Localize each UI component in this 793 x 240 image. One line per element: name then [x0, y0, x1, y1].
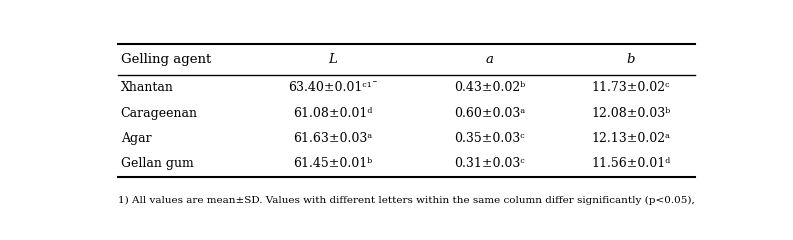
Text: 61.45±0.01ᵇ: 61.45±0.01ᵇ — [293, 157, 372, 170]
Text: L: L — [328, 53, 337, 66]
Text: b: b — [626, 53, 635, 66]
Text: 63.40±0.01ᶜ¹ˉ: 63.40±0.01ᶜ¹ˉ — [288, 81, 377, 94]
Text: 0.60±0.03ᵃ: 0.60±0.03ᵃ — [454, 107, 525, 120]
Text: Gelling agent: Gelling agent — [121, 53, 211, 66]
Text: 61.63±0.03ᵃ: 61.63±0.03ᵃ — [293, 132, 372, 145]
Text: 12.13±0.02ᵃ: 12.13±0.02ᵃ — [592, 132, 670, 145]
Text: 0.35±0.03ᶜ: 0.35±0.03ᶜ — [454, 132, 525, 145]
Text: 12.08±0.03ᵇ: 12.08±0.03ᵇ — [591, 107, 670, 120]
Text: Carageenan: Carageenan — [121, 107, 197, 120]
Text: 61.08±0.01ᵈ: 61.08±0.01ᵈ — [293, 107, 373, 120]
Text: 11.56±0.01ᵈ: 11.56±0.01ᵈ — [591, 157, 670, 170]
Text: 1) All values are mean±SD. Values with different letters within the same column : 1) All values are mean±SD. Values with d… — [117, 196, 695, 205]
Text: 0.43±0.02ᵇ: 0.43±0.02ᵇ — [454, 81, 525, 94]
Text: a: a — [485, 53, 493, 66]
Text: Agar: Agar — [121, 132, 151, 145]
Text: Gellan gum: Gellan gum — [121, 157, 193, 170]
Text: Xhantan: Xhantan — [121, 81, 174, 94]
Text: 11.73±0.02ᶜ: 11.73±0.02ᶜ — [592, 81, 670, 94]
Text: 0.31±0.03ᶜ: 0.31±0.03ᶜ — [454, 157, 525, 170]
